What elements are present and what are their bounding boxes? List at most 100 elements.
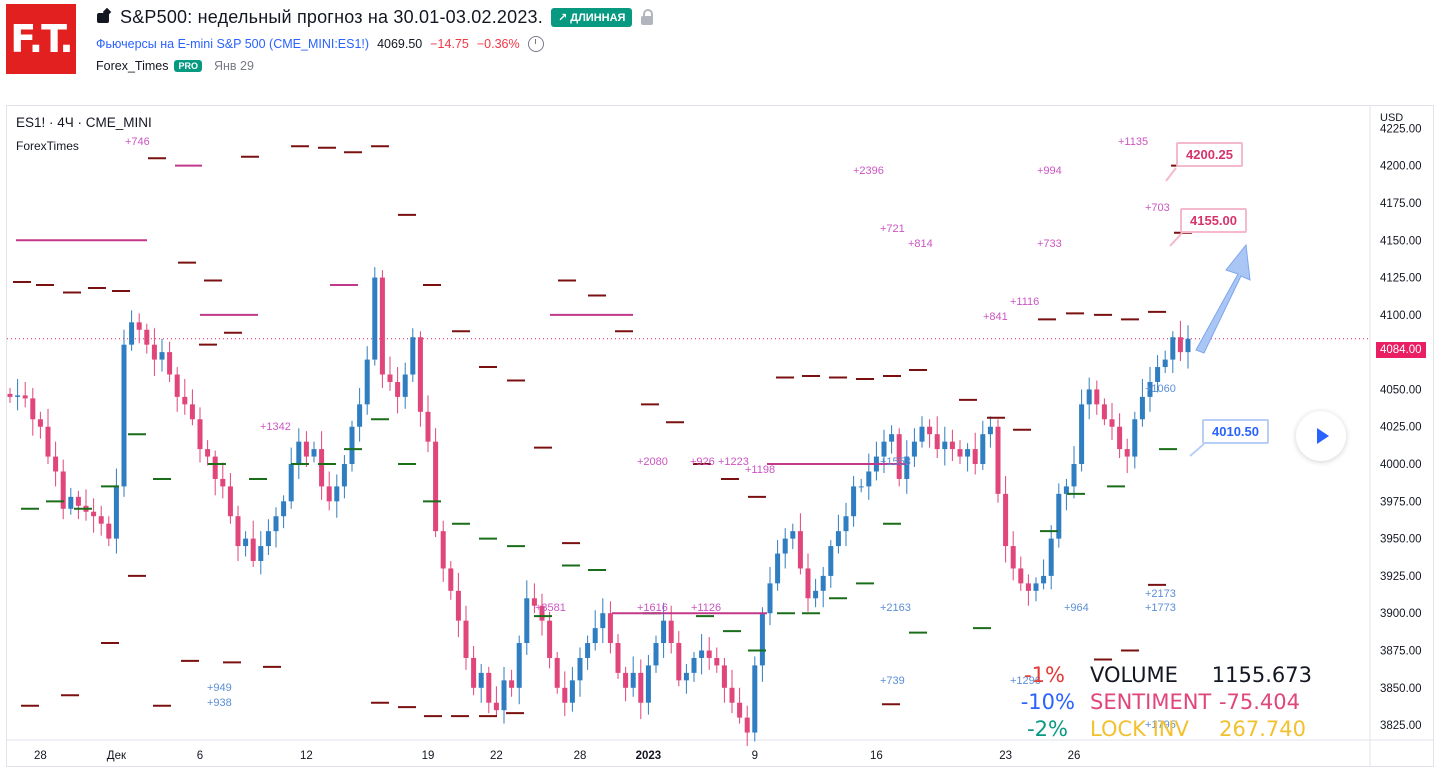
candle-body: [1162, 359, 1168, 368]
volume-annotation: +733: [1037, 238, 1062, 250]
candle-body: [744, 717, 750, 733]
candle-body: [554, 657, 560, 688]
candle-body: [919, 426, 925, 442]
candle-body: [433, 441, 439, 532]
y-tick-label: 4175.00: [1380, 198, 1422, 210]
x-tick-label: 16: [870, 750, 883, 762]
candle-body: [1033, 583, 1039, 591]
candle-body: [729, 687, 735, 703]
volume-annotation: +721: [880, 223, 905, 235]
candle-body: [372, 277, 378, 360]
candle-body: [30, 398, 36, 420]
candle-body: [577, 657, 583, 681]
candle-body: [1124, 449, 1130, 457]
volume-annotation: +1135: [1118, 136, 1148, 148]
volume-annotation: +746: [125, 136, 150, 148]
candle-body: [957, 449, 963, 457]
candle-body: [638, 672, 644, 703]
volume-annotation: +703: [1145, 202, 1170, 214]
candle-body: [592, 628, 598, 644]
candle-body: [319, 449, 325, 487]
candle-body: [205, 449, 211, 457]
candle-body: [676, 643, 682, 681]
x-tick-label: 28: [574, 750, 587, 762]
candle-body: [539, 605, 545, 621]
x-tick-label: 26: [1068, 750, 1081, 762]
candle-body: [440, 531, 446, 569]
candle-body: [851, 486, 857, 517]
candle-body: [425, 411, 431, 442]
candle-body: [1063, 486, 1069, 494]
candle-body: [691, 657, 697, 673]
alarm-clock-icon[interactable]: [527, 36, 544, 52]
candle-body: [182, 396, 188, 405]
candle-body: [1094, 389, 1100, 405]
callout-target-high: 4200.25: [1176, 142, 1243, 167]
candle-body: [1117, 426, 1123, 450]
candle-body: [463, 620, 469, 658]
candle-body: [820, 575, 826, 591]
x-tick-label: 19: [422, 750, 435, 762]
candle-body: [782, 538, 788, 554]
axis-currency-label: USD: [1380, 112, 1404, 124]
y-tick-label: 4025.00: [1380, 422, 1422, 434]
volume-annotation: +949: [207, 682, 232, 694]
forecast-arrow: [1195, 243, 1251, 354]
candle-body: [1086, 389, 1092, 405]
stat-value: 1155.673: [1211, 663, 1312, 687]
volume-annotation: +926: [690, 456, 715, 468]
author-row: Forex_Times PRO Янв 29: [96, 58, 254, 74]
volume-annotation: +1616: [637, 602, 668, 614]
play-replay-button[interactable]: [1296, 411, 1346, 461]
candle-body: [1071, 464, 1077, 487]
chart-frame[interactable]: [6, 105, 1434, 767]
candle-body: [509, 680, 515, 688]
candle-body: [75, 496, 81, 506]
candle-body: [311, 449, 317, 457]
candle-body: [303, 441, 309, 457]
candle-body: [250, 538, 256, 561]
candle-body: [281, 501, 287, 517]
symbol-link[interactable]: Фьючерсы на E-mini S&P 500 (CME_MINI:ES1…: [96, 37, 370, 51]
candle-body: [516, 643, 522, 688]
candle-body: [813, 590, 819, 599]
author-name[interactable]: Forex_Times: [96, 59, 169, 73]
x-tick-label: 2023: [636, 750, 662, 762]
y-tick-label: 3925.00: [1380, 571, 1422, 583]
candle-body: [1109, 419, 1115, 427]
candle-body: [1018, 568, 1024, 584]
candle-body: [174, 374, 180, 397]
direction-badge: ↗ ДЛИННАЯ: [550, 7, 633, 27]
candle-body: [721, 665, 727, 688]
candle-body: [1139, 396, 1145, 420]
stat-value: 267.740: [1219, 717, 1306, 741]
x-tick-label: Дек: [107, 750, 127, 762]
candle-body: [448, 568, 454, 591]
x-tick-label: 22: [490, 750, 503, 762]
candle-body: [37, 419, 43, 427]
idea-icon: [96, 9, 112, 25]
candle-body: [600, 613, 606, 629]
candle-body: [615, 643, 621, 673]
volume-annotation: +1773: [1145, 602, 1176, 614]
candle-body: [379, 277, 385, 375]
candle-body: [387, 374, 393, 382]
candle-body: [68, 496, 74, 509]
candle-body: [410, 337, 416, 375]
idea-title-row: S&P500: недельный прогноз на 30.01-03.02…: [96, 6, 654, 28]
callout-pointer: [1189, 443, 1205, 457]
candle-body: [858, 486, 864, 488]
candle-body: [866, 471, 872, 487]
candle-body: [835, 531, 841, 547]
candle-body: [843, 516, 849, 532]
volume-annotation: +1060: [1145, 383, 1176, 395]
candle-body: [790, 531, 796, 539]
candle-body: [159, 352, 165, 360]
candle-body: [1041, 575, 1047, 584]
candle-body: [60, 471, 66, 509]
volume-annotation: +1795: [1145, 719, 1176, 731]
candle-body: [881, 441, 887, 457]
candle-body: [326, 486, 332, 502]
play-icon: [1317, 428, 1329, 444]
